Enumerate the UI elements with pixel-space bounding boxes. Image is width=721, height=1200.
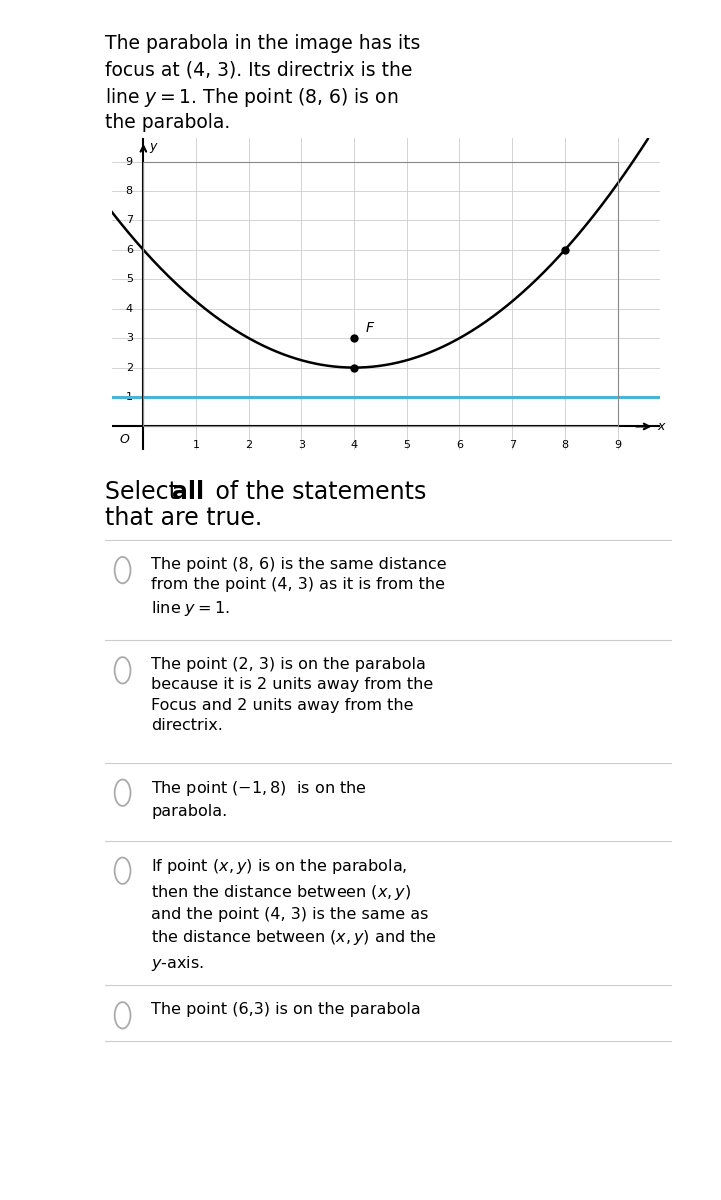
Text: all: all: [172, 480, 204, 504]
Text: focus at (4, 3). Its directrix is the: focus at (4, 3). Its directrix is the: [105, 60, 412, 79]
Text: 3: 3: [298, 439, 305, 450]
Text: 1: 1: [126, 392, 133, 402]
Text: $y$: $y$: [149, 140, 159, 155]
Bar: [143, 162, 618, 426]
Text: 7: 7: [125, 216, 133, 226]
Text: 2: 2: [245, 439, 252, 450]
Text: 8: 8: [562, 439, 568, 450]
Text: If point $(x, y)$ is on the parabola,
then the distance between $(x, y)$
and the: If point $(x, y)$ is on the parabola, th…: [151, 857, 437, 973]
Text: $O$: $O$: [119, 433, 131, 446]
Text: The parabola in the image has its: The parabola in the image has its: [105, 34, 420, 53]
Text: The point (2, 3) is on the parabola
because it is 2 units away from the
Focus an: The point (2, 3) is on the parabola beca…: [151, 658, 433, 733]
Text: 6: 6: [126, 245, 133, 254]
Text: 7: 7: [508, 439, 516, 450]
Text: the parabola.: the parabola.: [105, 113, 230, 132]
Text: 5: 5: [126, 275, 133, 284]
Text: 8: 8: [125, 186, 133, 196]
Text: Select: Select: [105, 480, 185, 504]
Text: 6: 6: [456, 439, 463, 450]
Text: 9: 9: [125, 156, 133, 167]
Text: The point (8, 6) is the same distance
from the point (4, 3) as it is from the
li: The point (8, 6) is the same distance fr…: [151, 557, 447, 618]
Text: 4: 4: [350, 439, 358, 450]
Text: The point (6,3) is on the parabola: The point (6,3) is on the parabola: [151, 1002, 421, 1016]
Text: 9: 9: [614, 439, 621, 450]
Text: $x$: $x$: [657, 420, 667, 433]
Text: 5: 5: [403, 439, 410, 450]
Text: $F$: $F$: [365, 322, 375, 335]
Text: of the statements: of the statements: [208, 480, 426, 504]
Text: line $y = 1$. The point (8, 6) is on: line $y = 1$. The point (8, 6) is on: [105, 86, 398, 109]
Text: The point $(-1, 8)$  is on the
parabola.: The point $(-1, 8)$ is on the parabola.: [151, 780, 367, 818]
Text: 2: 2: [125, 362, 133, 372]
Text: that are true.: that are true.: [105, 506, 262, 530]
Text: 4: 4: [125, 304, 133, 313]
Text: 3: 3: [126, 334, 133, 343]
Text: 1: 1: [193, 439, 200, 450]
